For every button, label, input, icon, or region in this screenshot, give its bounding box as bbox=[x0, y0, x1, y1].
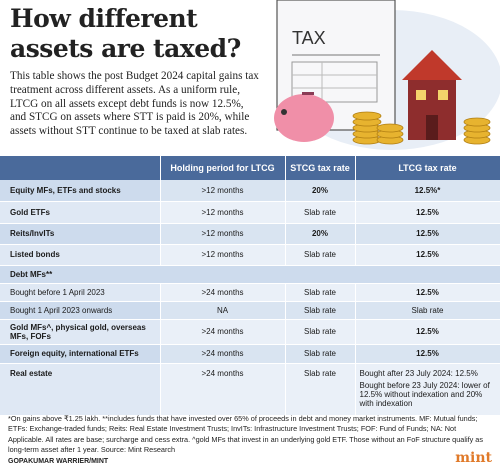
cell: Slab rate bbox=[285, 344, 356, 364]
cell: >12 months bbox=[160, 201, 286, 224]
footnotes: *On gains above ₹1.25 lakh. **includes f… bbox=[8, 414, 483, 455]
cell: 12.5%* bbox=[355, 180, 500, 202]
cell: Gold ETFs bbox=[0, 201, 161, 224]
cell: Slab rate bbox=[285, 244, 356, 266]
cell: 12.5% bbox=[355, 201, 500, 224]
cell: Bought after 23 July 2024: 12.5% Bought … bbox=[355, 363, 500, 416]
logo: mint bbox=[455, 450, 492, 466]
cell: 12.5% bbox=[355, 244, 500, 266]
cell: >24 months bbox=[160, 363, 286, 416]
cell: Reits/InvITs bbox=[0, 223, 161, 245]
intro: This table shows the post Budget 2024 ca… bbox=[10, 70, 259, 138]
cell: Gold MFs^, physical gold, overseas MFs, … bbox=[0, 319, 161, 345]
cell: Slab rate bbox=[355, 301, 500, 320]
tax-table: Holding period for LTCG STCG tax rate LT… bbox=[0, 156, 500, 416]
illustration: TAX bbox=[274, 0, 500, 150]
cell: Slab rate bbox=[285, 363, 356, 416]
cell: >12 months bbox=[160, 180, 286, 202]
header-row: Holding period for LTCG STCG tax rate LT… bbox=[0, 156, 500, 180]
cell: NA bbox=[160, 301, 286, 320]
cell: Slab rate bbox=[285, 301, 356, 320]
cell-text: Bought after 23 July 2024: 12.5% bbox=[359, 368, 478, 378]
cell: Equity MFs, ETFs and stocks bbox=[0, 180, 161, 202]
cell: >12 months bbox=[160, 244, 286, 266]
column-header: LTCG tax rate bbox=[355, 156, 500, 180]
cell: Bought before 1 April 2023 bbox=[0, 283, 161, 302]
cell: Listed bonds bbox=[0, 244, 161, 266]
cell: >24 months bbox=[160, 319, 286, 345]
cell: 12.5% bbox=[355, 319, 500, 345]
cell: Slab rate bbox=[285, 319, 356, 345]
cell: 12.5% bbox=[355, 344, 500, 364]
column-header: STCG tax rate bbox=[285, 156, 356, 180]
cell: Slab rate bbox=[285, 283, 356, 302]
cell: Slab rate bbox=[285, 201, 356, 224]
cell: 12.5% bbox=[355, 223, 500, 245]
cell: Bought 1 April 2023 onwards bbox=[0, 301, 161, 320]
cell: Foreign equity, international ETFs bbox=[0, 344, 161, 364]
tax-label: TAX bbox=[292, 28, 326, 48]
cell: 20% bbox=[285, 180, 356, 202]
cell: >12 months bbox=[160, 223, 286, 245]
cell: Real estate bbox=[0, 363, 161, 416]
cell: >24 months bbox=[160, 344, 286, 364]
cell: 20% bbox=[285, 223, 356, 245]
column-header: Holding period for LTCG bbox=[160, 156, 286, 180]
title: How different assets are taxed? bbox=[10, 4, 241, 63]
section-label: Debt MFs** bbox=[0, 265, 500, 284]
column-header bbox=[0, 156, 161, 180]
cell-text: Bought before 23 July 2024: lower of 12.… bbox=[359, 380, 490, 408]
cell: >24 months bbox=[160, 283, 286, 302]
cell: 12.5% bbox=[355, 283, 500, 302]
credit: GOPAKUMAR WARRIER/MINT bbox=[8, 458, 109, 465]
